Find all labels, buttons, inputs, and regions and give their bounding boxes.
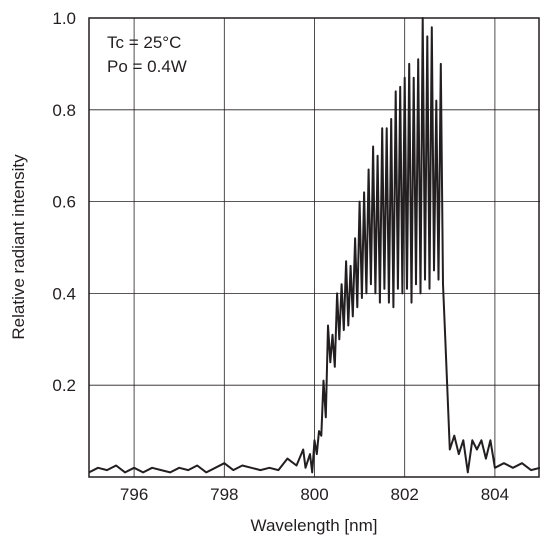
- grid-lines: [89, 18, 540, 477]
- x-tick-label: 802: [391, 485, 419, 504]
- x-ticks: 796 798 800 802 804: [120, 485, 509, 504]
- y-ticks: 0.2 0.4 0.6 0.8 1.0: [52, 9, 76, 395]
- y-axis-title: Relative radiant intensity: [9, 154, 28, 340]
- y-tick-label: 0.2: [52, 376, 76, 395]
- y-tick-label: 0.6: [52, 193, 76, 212]
- x-tick-label: 798: [210, 485, 238, 504]
- spectrum-line: [88, 17, 540, 474]
- y-tick-label: 0.4: [52, 284, 76, 303]
- x-tick-label: 796: [120, 485, 148, 504]
- y-tick-label: 1.0: [52, 9, 76, 28]
- plot-frame: [88, 17, 540, 478]
- y-tick-label: 0.8: [52, 101, 76, 120]
- annotation-power: Po = 0.4W: [107, 57, 187, 76]
- x-axis-title: Wavelength [nm]: [251, 516, 378, 535]
- x-tick-label: 804: [481, 485, 509, 504]
- x-tick-label: 800: [300, 485, 328, 504]
- annotation-temperature: Tc = 25°C: [107, 33, 181, 52]
